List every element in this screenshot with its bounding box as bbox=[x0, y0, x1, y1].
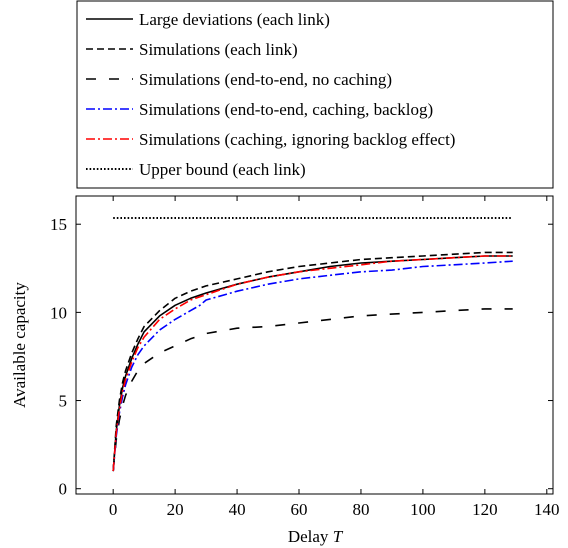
y-axis-label: Available capacity bbox=[10, 282, 29, 408]
x-tick-label: 60 bbox=[291, 500, 308, 519]
legend: Large deviations (each link) Simulations … bbox=[76, 0, 554, 189]
legend-item: Simulations (end-to-end, caching, backlo… bbox=[86, 100, 433, 119]
legend-label: Large deviations (each link) bbox=[139, 10, 330, 29]
axes-frame bbox=[75, 195, 554, 495]
legend-box bbox=[76, 0, 554, 189]
x-tick-label: 20 bbox=[167, 500, 184, 519]
legend-label: Simulations (caching, ignoring backlog e… bbox=[139, 130, 455, 149]
x-tick-label: 100 bbox=[410, 500, 436, 519]
x-axis-label: Delay T bbox=[288, 527, 344, 546]
y-tick-label: 5 bbox=[59, 392, 68, 411]
plot-area: 0 20 40 60 80 100 120 140 0 5 10 15 bbox=[50, 195, 560, 519]
legend-item: Upper bound (each link) bbox=[86, 160, 306, 179]
x-tick-label: 0 bbox=[109, 500, 118, 519]
legend-label: Upper bound (each link) bbox=[139, 160, 306, 179]
y-tick-label: 15 bbox=[50, 215, 67, 234]
x-tick-label: 140 bbox=[534, 500, 560, 519]
legend-label: Simulations (end-to-end, no caching) bbox=[139, 70, 392, 89]
legend-item: Large deviations (each link) bbox=[86, 10, 330, 29]
series-line-4 bbox=[112, 260, 513, 472]
series-line-1 bbox=[112, 255, 513, 472]
legend-item: Simulations (each link) bbox=[86, 40, 298, 59]
legend-label: Simulations (end-to-end, caching, backlo… bbox=[139, 100, 433, 119]
x-tick-label: 120 bbox=[472, 500, 498, 519]
series-line-3 bbox=[112, 308, 513, 472]
series-line-5 bbox=[112, 255, 513, 472]
legend-item: Simulations (caching, ignoring backlog e… bbox=[86, 130, 455, 149]
legend-label: Simulations (each link) bbox=[139, 40, 298, 59]
legend-item: Simulations (end-to-end, no caching) bbox=[86, 70, 392, 89]
y-tick-label: 0 bbox=[59, 480, 68, 499]
x-tick-label: 80 bbox=[352, 500, 369, 519]
series-line-2 bbox=[112, 251, 513, 472]
x-tick-label: 40 bbox=[229, 500, 246, 519]
y-tick-label: 10 bbox=[50, 303, 67, 322]
